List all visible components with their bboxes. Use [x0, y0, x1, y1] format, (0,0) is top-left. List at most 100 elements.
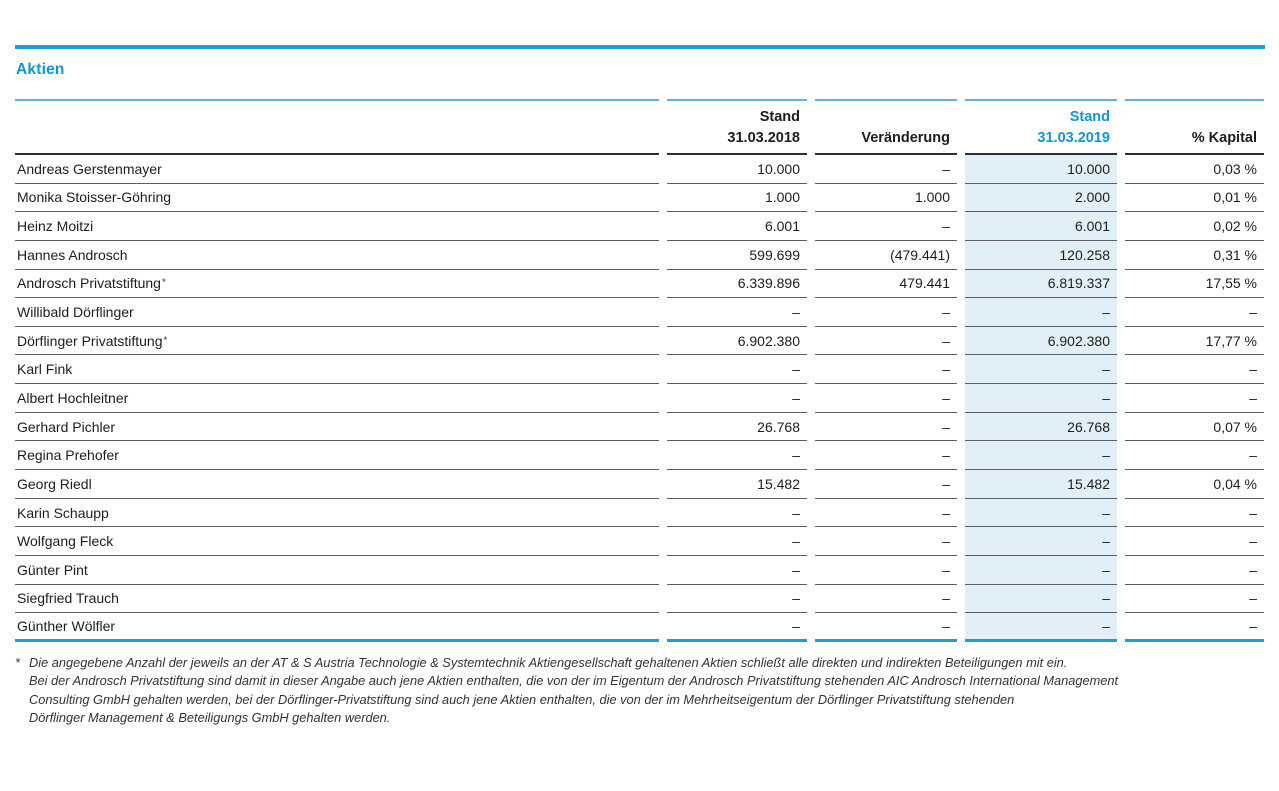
table-row: Günther Wölfler – – – – — [15, 613, 1265, 642]
shareholder-name: Siegfried Trauch — [15, 585, 659, 614]
header-stand-2019: Stand 31.03.2019 — [965, 98, 1117, 155]
stand-2019-value: 2.000 — [965, 183, 1117, 213]
stand-2019-value: 6.902.380 — [965, 326, 1117, 356]
capital-percent-value: – — [1125, 585, 1264, 614]
table-row: Willibald Dörflinger – – – – — [15, 298, 1265, 327]
stand-2019-value: 6.001 — [965, 212, 1117, 241]
table-row: Karin Schaupp – – – – — [15, 498, 1265, 528]
shareholder-name: Albert Hochleitner — [15, 384, 659, 413]
capital-percent-value: 0,31 % — [1125, 241, 1264, 270]
footnote-line: * Die angegebene Anzahl der jeweils an de… — [15, 654, 1265, 672]
capital-percent-value: – — [1125, 355, 1264, 385]
table-row: Monika Stoisser-Göhring 1.000 1.000 2.00… — [15, 183, 1265, 213]
shareholder-name: Wolfgang Fleck — [15, 527, 659, 556]
stand-2018-value: 26.768 — [667, 413, 807, 442]
stand-2018-value: – — [667, 585, 807, 614]
shareholder-name: Androsch Privatstiftung * — [15, 270, 659, 299]
shareholder-name: Karin Schaupp — [15, 499, 659, 528]
shareholdings-table: Stand 31.03.2018 Veränderung Stand 31.03… — [15, 98, 1265, 642]
shareholder-name: Willibald Dörflinger — [15, 298, 659, 327]
table-row: Wolfgang Fleck – – – – — [15, 527, 1265, 556]
shareholder-name: Andreas Gerstenmayer — [15, 155, 659, 184]
stand-2018-value: – — [667, 298, 807, 327]
change-value: – — [815, 441, 957, 471]
stand-2018-value: 6.339.896 — [667, 270, 807, 299]
stand-2018-value: – — [667, 441, 807, 471]
stand-2018-value: 599.699 — [667, 241, 807, 270]
capital-percent-value: – — [1125, 556, 1264, 585]
shareholder-name: Gerhard Pichler — [15, 413, 659, 442]
change-value: – — [815, 298, 957, 327]
footnote-line: Consulting GmbH gehalten werden, bei der… — [29, 691, 1015, 707]
change-value: – — [815, 499, 957, 528]
header-name-column — [15, 98, 659, 155]
change-value: (479.441) — [815, 241, 957, 270]
shareholder-name: Heinz Moitzi — [15, 212, 659, 241]
table-row: Dörflinger Privatstiftung * 6.902.380 – 6… — [15, 326, 1265, 356]
stand-2018-value: – — [667, 384, 807, 413]
stand-2018-value: 6.902.380 — [667, 327, 807, 356]
change-value: 1.000 — [815, 184, 957, 213]
change-value: – — [815, 212, 957, 241]
capital-percent-value: – — [1125, 298, 1264, 327]
table-body: Andreas Gerstenmayer 10.000 – 10.000 0,0… — [15, 155, 1265, 642]
table-row: Günter Pint – – – – — [15, 555, 1265, 585]
shareholder-name: Günter Pint — [15, 556, 659, 585]
shareholder-name: Karl Fink — [15, 355, 659, 385]
footnote-marker: * — [15, 654, 20, 670]
stand-2018-value: 10.000 — [667, 155, 807, 184]
stand-2018-value: 1.000 — [667, 184, 807, 213]
capital-percent-value: 0,04 % — [1125, 470, 1264, 499]
table-header-row: Stand 31.03.2018 Veränderung Stand 31.03… — [15, 98, 1265, 155]
header-kapital: % Kapital — [1125, 98, 1264, 155]
stand-2019-value: – — [965, 584, 1117, 614]
footnote: * Die angegebene Anzahl der jeweils an de… — [15, 654, 1265, 728]
stand-2019-value: 120.258 — [965, 240, 1117, 270]
change-value: – — [815, 355, 957, 385]
table-row: Regina Prehofer – – – – — [15, 441, 1265, 471]
stand-2019-value: – — [965, 441, 1117, 471]
capital-percent-value: 0,01 % — [1125, 184, 1264, 213]
capital-percent-value: – — [1125, 613, 1264, 642]
stand-2019-value: – — [965, 498, 1117, 528]
footnote-line: Bei der Androsch Privatstiftung sind dam… — [29, 673, 1119, 689]
stand-2019-value: 10.000 — [965, 155, 1117, 184]
stand-2018-value: – — [667, 527, 807, 556]
footnote-line: Dörflinger Management & Beteiligungs Gmb… — [29, 710, 391, 726]
stand-2018-value: – — [667, 613, 807, 642]
change-value: – — [815, 384, 957, 413]
change-value: – — [815, 155, 957, 184]
capital-percent-value: 0,07 % — [1125, 413, 1264, 442]
stand-2018-value: – — [667, 355, 807, 385]
stand-2019-value: – — [965, 384, 1117, 413]
capital-percent-value: 17,55 % — [1125, 270, 1264, 299]
capital-percent-value: 0,03 % — [1125, 155, 1264, 184]
capital-percent-value: – — [1125, 384, 1264, 413]
table-row: Gerhard Pichler 26.768 – 26.768 0,07 % — [15, 412, 1265, 442]
capital-percent-value: 17,77 % — [1125, 327, 1264, 356]
table-row: Albert Hochleitner – – – – — [15, 384, 1265, 413]
table-row: Georg Riedl 15.482 – 15.482 0,04 % — [15, 470, 1265, 499]
stand-2019-value: 15.482 — [965, 470, 1117, 499]
stand-2019-value: – — [965, 527, 1117, 556]
capital-percent-value: – — [1125, 499, 1264, 528]
change-value: 479.441 — [815, 270, 957, 299]
stand-2018-value: 6.001 — [667, 212, 807, 241]
change-value: – — [815, 470, 957, 499]
stand-2019-value: – — [965, 555, 1117, 585]
stand-2018-value: – — [667, 556, 807, 585]
change-value: – — [815, 527, 957, 556]
stand-2018-value: 15.482 — [667, 470, 807, 499]
change-value: – — [815, 585, 957, 614]
change-value: – — [815, 613, 957, 642]
change-value: – — [815, 327, 957, 356]
shareholder-name: Regina Prehofer — [15, 441, 659, 471]
change-value: – — [815, 413, 957, 442]
table-row: Androsch Privatstiftung * 6.339.896 479.4… — [15, 269, 1265, 299]
capital-percent-value: – — [1125, 527, 1264, 556]
report-page: Aktien Stand 31.03.2018 Veränderung Stan… — [15, 45, 1265, 728]
section-title: Aktien — [16, 60, 65, 78]
header-veraenderung: Veränderung — [815, 98, 957, 155]
table-row: Karl Fink – – – – — [15, 355, 1265, 385]
table-row: Hannes Androsch 599.699 (479.441) 120.25… — [15, 240, 1265, 270]
